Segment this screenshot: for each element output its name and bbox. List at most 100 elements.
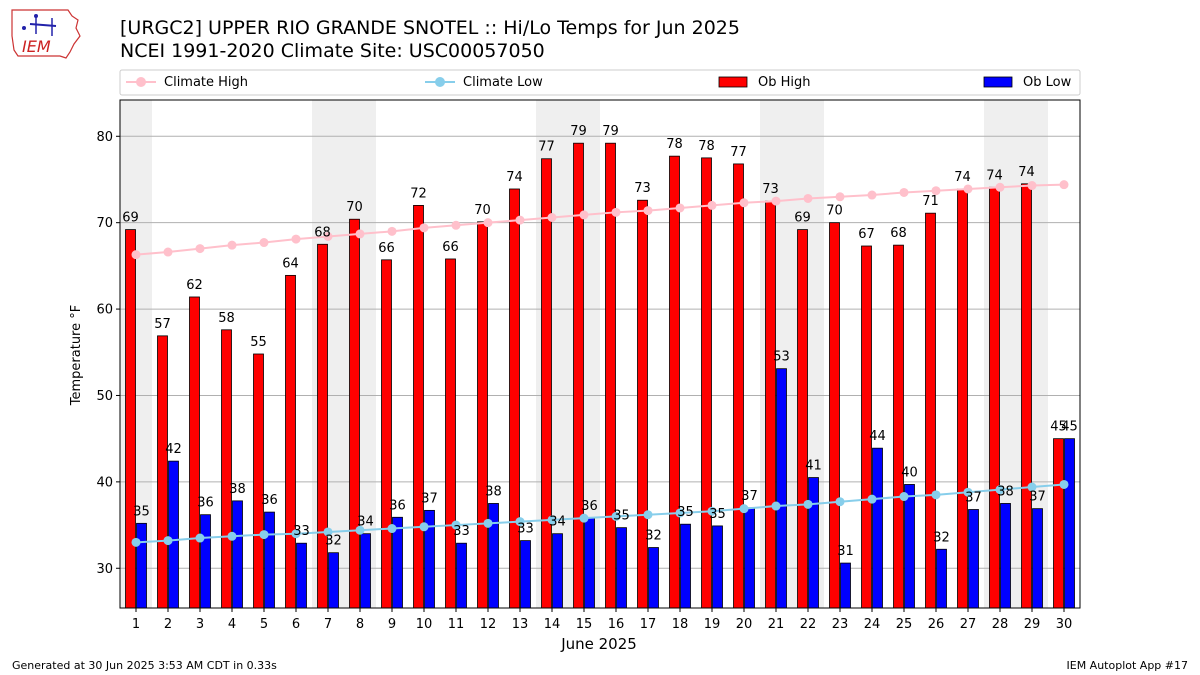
x-tick-label: 17 (640, 617, 657, 632)
climate-high-marker (291, 234, 301, 244)
ob-high-value-label: 68 (314, 225, 331, 240)
climate-low-marker (515, 517, 525, 527)
x-tick-label: 21 (768, 617, 785, 632)
weekend-shade (120, 100, 152, 608)
climate-low-marker (835, 497, 845, 507)
ob-high-value-label: 70 (826, 204, 843, 219)
climate-high-marker (419, 223, 429, 233)
ob-high-value-label: 57 (154, 317, 171, 332)
ob-high-value-label: 45 (1050, 420, 1067, 435)
ob-low-bar (648, 547, 659, 609)
ob-high-value-label: 78 (698, 139, 715, 154)
ob-low-bar (136, 522, 147, 609)
logo-text: IEM (22, 37, 51, 56)
x-tick-label: 29 (1024, 617, 1041, 632)
ob-low-value-label: 34 (549, 515, 566, 530)
ob-high-bar (1053, 438, 1064, 609)
ob-low-value-label: 34 (357, 515, 374, 530)
ob-high-value-label: 70 (346, 200, 363, 215)
x-tick-label: 5 (260, 617, 268, 632)
climate-high-marker (931, 186, 941, 196)
ob-high-bar (733, 163, 744, 609)
ob-high-value-label: 69 (794, 211, 811, 226)
generated-timestamp: Generated at 30 Jun 2025 3:53 AM CDT in … (12, 659, 277, 672)
ob-low-value-label: 36 (197, 496, 214, 511)
chart-legend: Climate High Climate Low Ob High Ob Low (119, 69, 1081, 96)
climate-low-marker (995, 485, 1005, 495)
legend-box (119, 69, 1081, 96)
ob-high-bar (317, 243, 328, 609)
x-tick-label: 4 (228, 617, 236, 632)
x-tick-label: 16 (608, 617, 625, 632)
ob-high-bar (669, 155, 680, 609)
climate-high-marker (707, 200, 717, 210)
ob-low-bar (520, 540, 531, 609)
ob-low-bar (872, 447, 883, 609)
climate-high-marker (387, 226, 397, 236)
climate-high-marker (803, 193, 813, 203)
weekend-shade (568, 100, 600, 608)
ob-high-bar (861, 245, 872, 609)
climate-low-marker (355, 525, 365, 535)
legend-ob-high-label: Ob High (758, 75, 811, 90)
ob-high-value-label: 70 (474, 203, 491, 218)
ob-low-value-label: 31 (837, 544, 854, 559)
climate-low-marker (675, 508, 685, 518)
y-tick-label: 60 (96, 303, 113, 318)
plot-frame (119, 99, 1081, 609)
ob-high-value-label: 73 (634, 181, 651, 196)
ob-low-value-label: 36 (581, 499, 598, 514)
ob-high-bar (925, 212, 936, 609)
climate-high-marker (131, 250, 141, 260)
ob-high-bar (765, 200, 776, 609)
ob-low-bar (1032, 508, 1043, 609)
ob-low-value-label: 36 (261, 493, 278, 508)
climate-low-marker (803, 499, 813, 509)
ob-high-value-label: 79 (570, 124, 587, 139)
climate-high-marker (355, 229, 365, 239)
ob-low-bar (488, 503, 499, 609)
y-tick-label: 80 (96, 130, 113, 145)
x-tick-label: 11 (448, 617, 465, 632)
legend-climate-high-marker (136, 77, 146, 87)
x-tick-label: 25 (896, 617, 913, 632)
ob-low-bar (968, 509, 979, 609)
climate-high-marker (227, 240, 237, 250)
x-tick-label: 3 (196, 617, 204, 632)
climate-high-marker (451, 220, 461, 230)
climate-high-marker (483, 218, 493, 228)
ob-high-bar (637, 199, 648, 609)
chart-title: [URGC2] UPPER RIO GRANDE SNOTEL :: Hi/Lo… (120, 17, 740, 39)
ob-low-value-label: 53 (773, 350, 790, 365)
ob-low-bar (712, 525, 723, 609)
climate-high-marker (771, 196, 781, 206)
x-tick-label: 28 (992, 617, 1009, 632)
x-tick-label: 7 (324, 617, 332, 632)
x-tick-label: 19 (704, 617, 721, 632)
ob-low-bar (680, 523, 691, 609)
climate-low-marker (707, 506, 717, 516)
ob-high-value-label: 74 (954, 170, 971, 185)
ob-low-bar (1000, 503, 1011, 609)
ob-low-value-label: 41 (805, 459, 822, 474)
ob-high-value-label: 67 (858, 227, 875, 242)
ob-low-bar (264, 511, 275, 609)
ob-high-bar (413, 205, 424, 609)
climate-low-marker (483, 518, 493, 528)
chart-subtitle: NCEI 1991-2020 Climate Site: USC00057050 (120, 40, 545, 62)
climate-high-marker (835, 192, 845, 202)
ob-high-value-label: 74 (986, 168, 1003, 183)
ob-low-value-label: 37 (421, 491, 438, 506)
ob-high-value-label: 66 (442, 240, 459, 255)
ob-high-bar (893, 244, 904, 609)
ob-low-bar (904, 484, 915, 609)
climate-low-marker (643, 510, 653, 520)
ob-high-value-label: 58 (218, 311, 235, 326)
ob-low-bar (168, 460, 179, 609)
ob-high-bar (797, 229, 808, 609)
ob-low-bar (552, 533, 563, 609)
ob-low-value-label: 35 (133, 504, 150, 519)
x-tick-label: 23 (832, 617, 849, 632)
ob-high-bar (285, 274, 296, 609)
climate-low-marker (931, 490, 941, 500)
